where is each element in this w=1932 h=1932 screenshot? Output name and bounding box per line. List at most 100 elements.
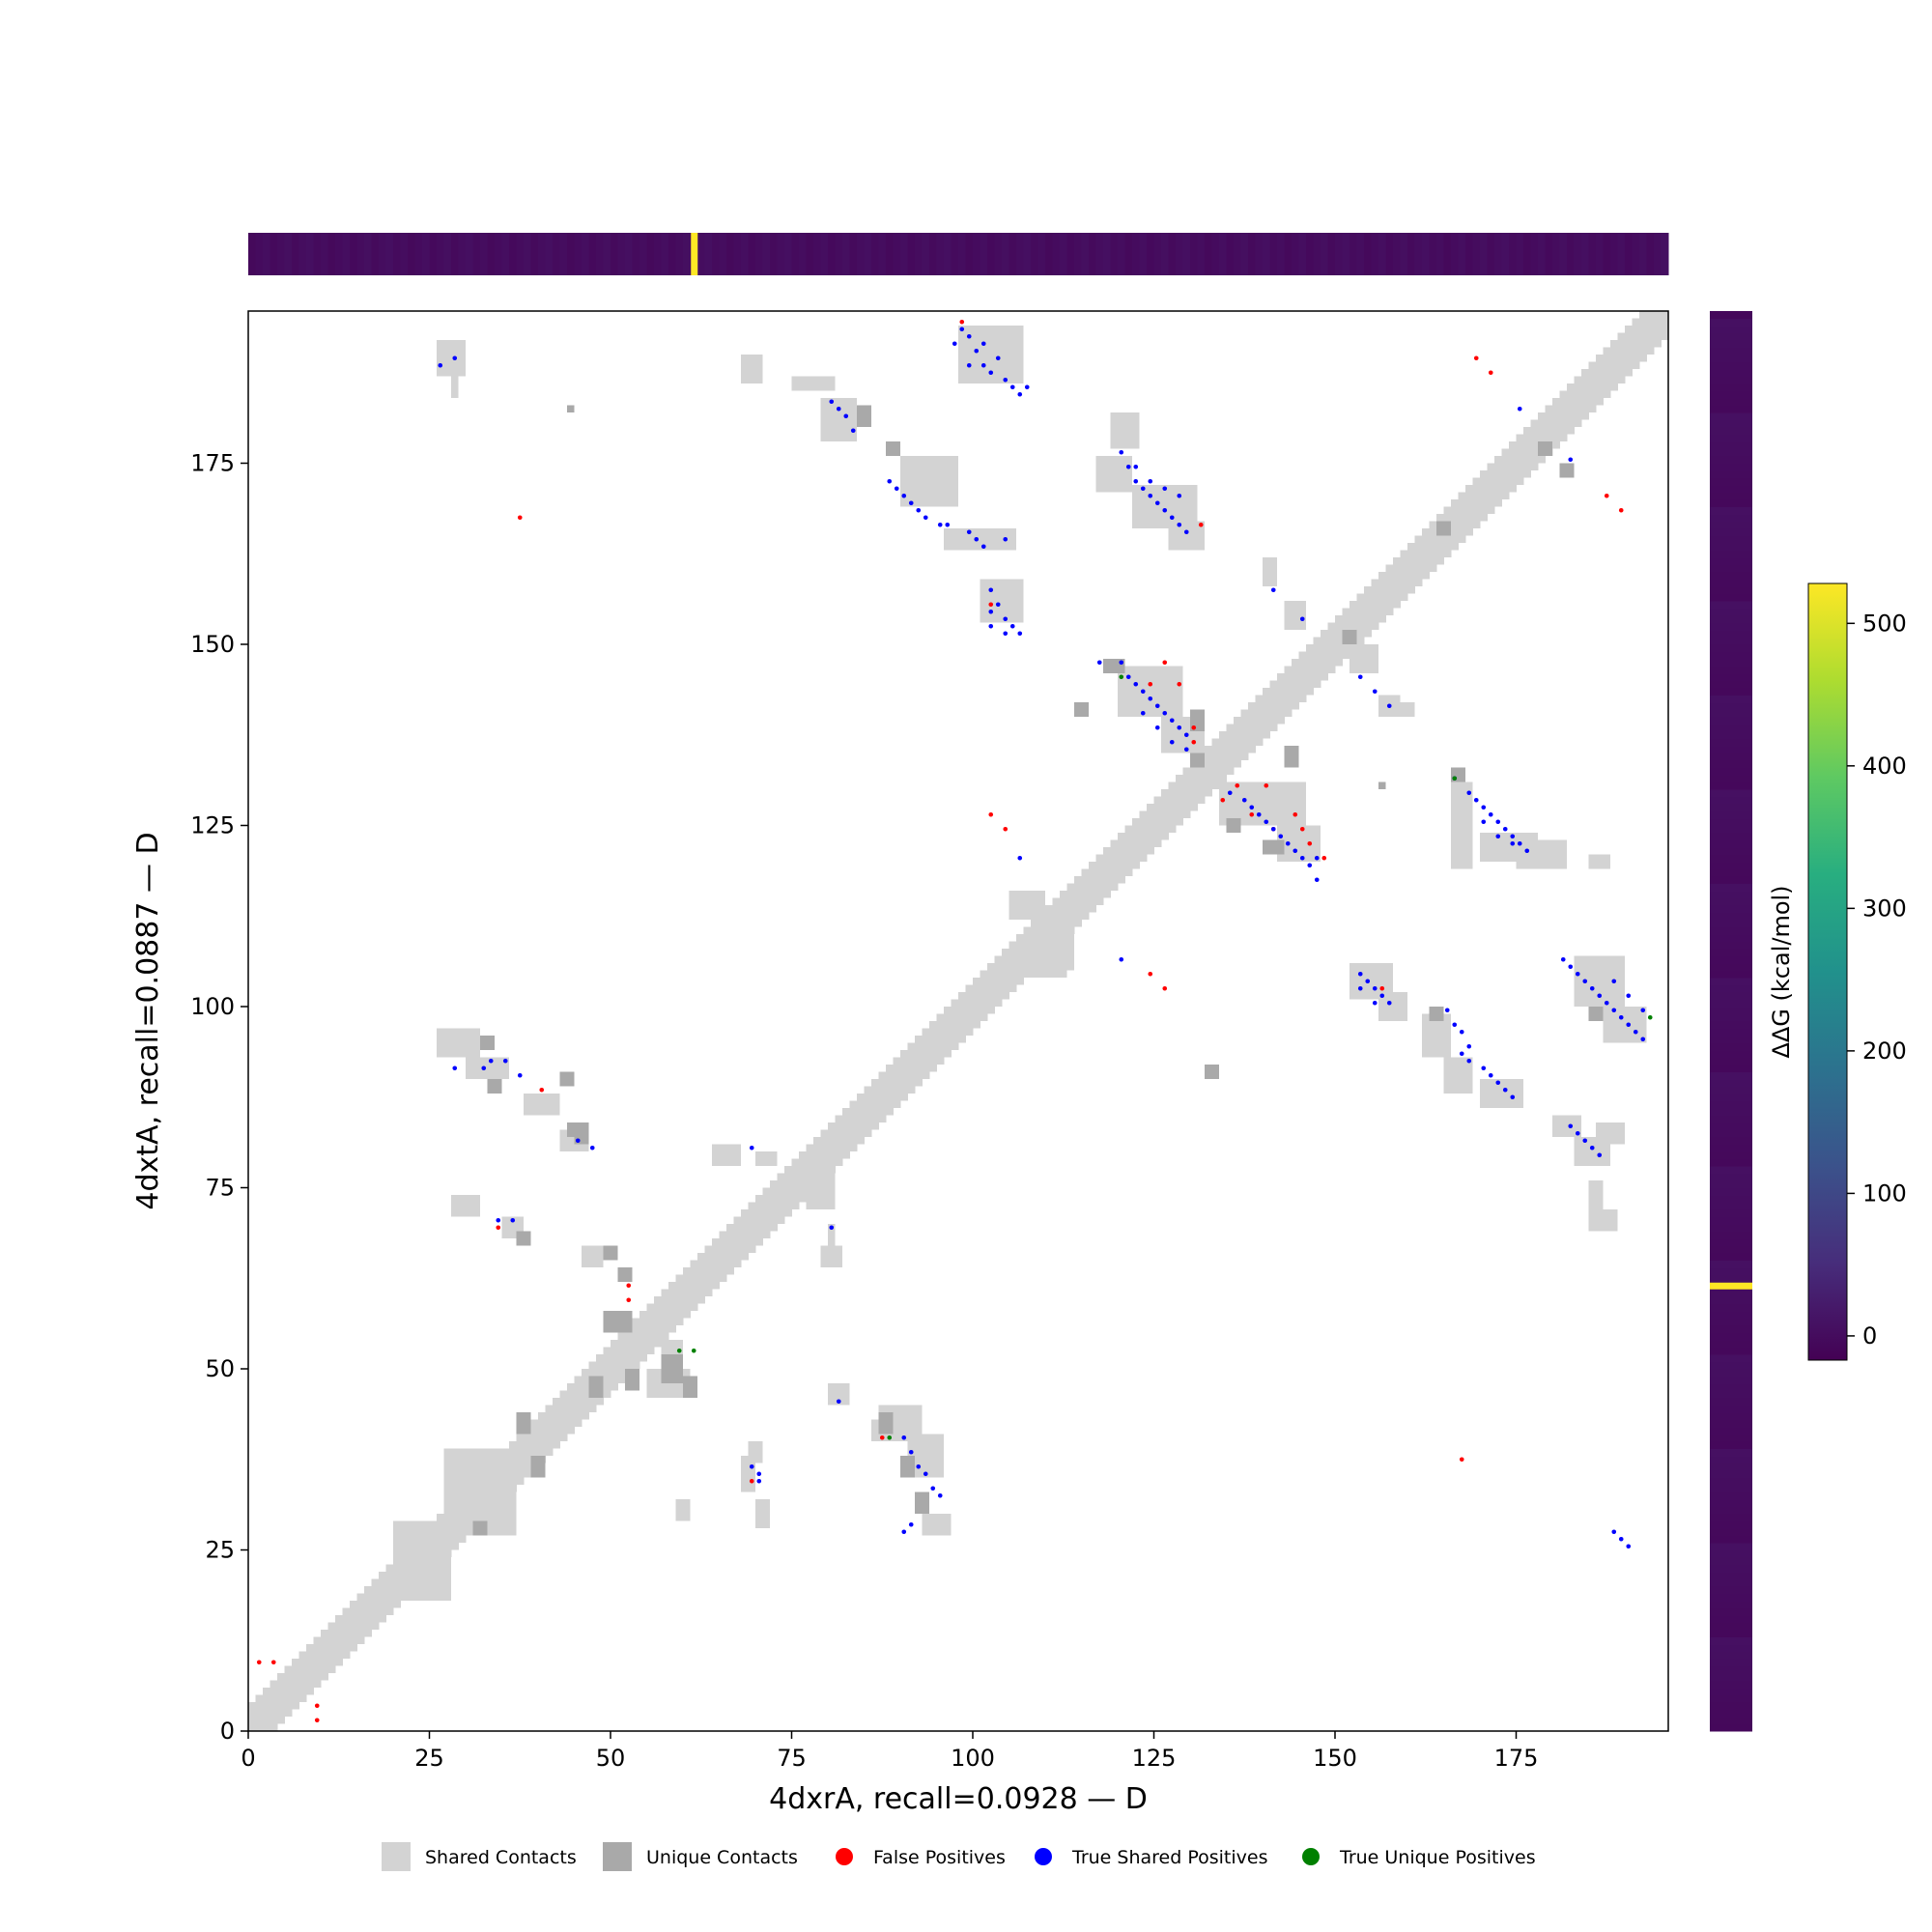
shared-contact-diagonal-cell [755, 1195, 763, 1246]
right-strip-cell [1710, 1129, 1752, 1138]
right-strip-cell [1710, 593, 1752, 602]
false-positive-point [517, 515, 523, 521]
top-strip-cell [263, 233, 270, 275]
right-strip-cell [1710, 1036, 1752, 1043]
top-strip-cell [248, 233, 256, 275]
shared-contact-diagonal-cell [364, 1586, 372, 1637]
false-positive-point [1473, 355, 1479, 361]
top-strip-cell [429, 233, 438, 275]
top-strip-cell [1190, 233, 1198, 275]
true-shared-positive-point [1003, 536, 1009, 542]
shared-contact-diagonal-cell [639, 1311, 647, 1362]
shared-contact-diagonal-cell [1211, 738, 1220, 789]
top-strip-cell [1277, 233, 1285, 275]
shared-contact-diagonal-cell [1567, 384, 1575, 435]
shared-contact-diagonal-cell [1654, 311, 1662, 348]
right-strip-cell [1710, 753, 1752, 761]
top-strip-cell [1081, 233, 1090, 275]
shared-contact-diagonal-cell [1147, 804, 1154, 855]
shared-contact-diagonal-cell [784, 1166, 792, 1217]
right-strip-cell [1710, 499, 1752, 507]
top-strip-cell [1567, 233, 1575, 275]
shared-contact-diagonal-cell [675, 1274, 684, 1325]
shared-contact-diagonal-cell [741, 1209, 749, 1261]
right-strip-cell [1710, 637, 1752, 645]
shared-contact-diagonal-cell [1436, 514, 1444, 565]
shared-contact-cell [1443, 1057, 1473, 1094]
shared-contact-cell [1110, 412, 1140, 449]
true-shared-positive-point [1299, 616, 1305, 622]
right-strip-cell [1710, 949, 1752, 956]
top-strip-cell [1248, 233, 1256, 275]
unique-contact-cell [878, 1412, 894, 1435]
top-strip-cell [922, 233, 930, 275]
top-strip-cell [668, 233, 676, 275]
true-shared-positive-point [1481, 819, 1487, 825]
top-strip-cell [1552, 233, 1560, 275]
right-strip-cell [1710, 405, 1752, 413]
top-strip-cell [408, 233, 415, 275]
right-strip-cell [1710, 702, 1752, 710]
top-strip-cell [1407, 233, 1415, 275]
right-strip-cell [1710, 1274, 1752, 1283]
right-strip-cell [1710, 1187, 1752, 1196]
top-strip-cell [1226, 233, 1235, 275]
unique-contact-cell [1436, 521, 1451, 536]
top-strip-cell [741, 233, 749, 275]
shared-contact-diagonal-cell [1617, 332, 1626, 384]
true-shared-positive-point [1372, 985, 1378, 991]
true-shared-positive-point [1618, 1014, 1624, 1020]
true-shared-positive-point [510, 1217, 516, 1223]
top-strip-cell [298, 233, 307, 275]
right-strip-cell [1710, 347, 1752, 355]
top-strip-cell [1516, 233, 1524, 275]
shared-contact-diagonal-cell [385, 1564, 394, 1615]
shared-contact-diagonal-cell [1385, 564, 1394, 615]
y-tick-label: 0 [220, 1718, 235, 1745]
shared-contact-diagonal-cell [538, 1412, 546, 1463]
right-strip-cell [1710, 311, 1752, 319]
right-strip-cell [1710, 1441, 1752, 1449]
shared-contact-cell [922, 1514, 952, 1536]
shared-contact-diagonal-cell [987, 963, 995, 1014]
true-shared-positive-point [1452, 1022, 1458, 1028]
shared-contact-diagonal-cell [530, 1419, 539, 1470]
false-positive-point [1148, 971, 1153, 977]
top-strip-cell [321, 233, 328, 275]
right-strip-cell [1710, 1361, 1752, 1370]
right-strip-cell [1710, 1079, 1752, 1087]
true-shared-positive-point [1597, 993, 1603, 999]
true-shared-positive-point [1372, 1000, 1378, 1006]
top-strip-cell [501, 233, 510, 275]
true-shared-positive-point [1125, 674, 1131, 680]
top-strip-cell [1625, 233, 1633, 275]
shared-contact-cell [675, 1499, 691, 1521]
right-strip-cell [1710, 1636, 1752, 1645]
top-strip-cell [617, 233, 626, 275]
shared-contact-diagonal-cell [1074, 876, 1082, 927]
right-strip-cell [1710, 1311, 1752, 1319]
unique-contact-cell [915, 1492, 929, 1514]
shared-contact-cell [828, 1383, 850, 1406]
top-strip-cell [828, 233, 836, 275]
true-shared-positive-point [1633, 1029, 1638, 1035]
shared-contact-diagonal-cell [886, 1065, 894, 1116]
true-shared-positive-point [1017, 631, 1023, 637]
true-unique-positive-point [676, 1348, 682, 1353]
true-shared-positive-point [1024, 384, 1030, 390]
right-strip-cell [1710, 920, 1752, 927]
shared-contact-cell [748, 1441, 763, 1463]
right-strip-cell [1710, 1013, 1752, 1022]
top-strip-cell [936, 233, 945, 275]
top-strip-cell [393, 233, 401, 275]
shared-contact-diagonal-cell [1639, 311, 1647, 362]
points-layer [256, 319, 1653, 1723]
right-strip-cell [1710, 1622, 1752, 1631]
shared-contact-diagonal-cell [313, 1636, 322, 1688]
right-strip-cell [1710, 862, 1752, 869]
right-strip-cell [1710, 1144, 1752, 1152]
top-strip-cell [480, 233, 488, 275]
top-strip-cell [755, 233, 763, 275]
shared-contact-diagonal-cell [712, 1238, 720, 1290]
top-strip-cell [277, 233, 285, 275]
